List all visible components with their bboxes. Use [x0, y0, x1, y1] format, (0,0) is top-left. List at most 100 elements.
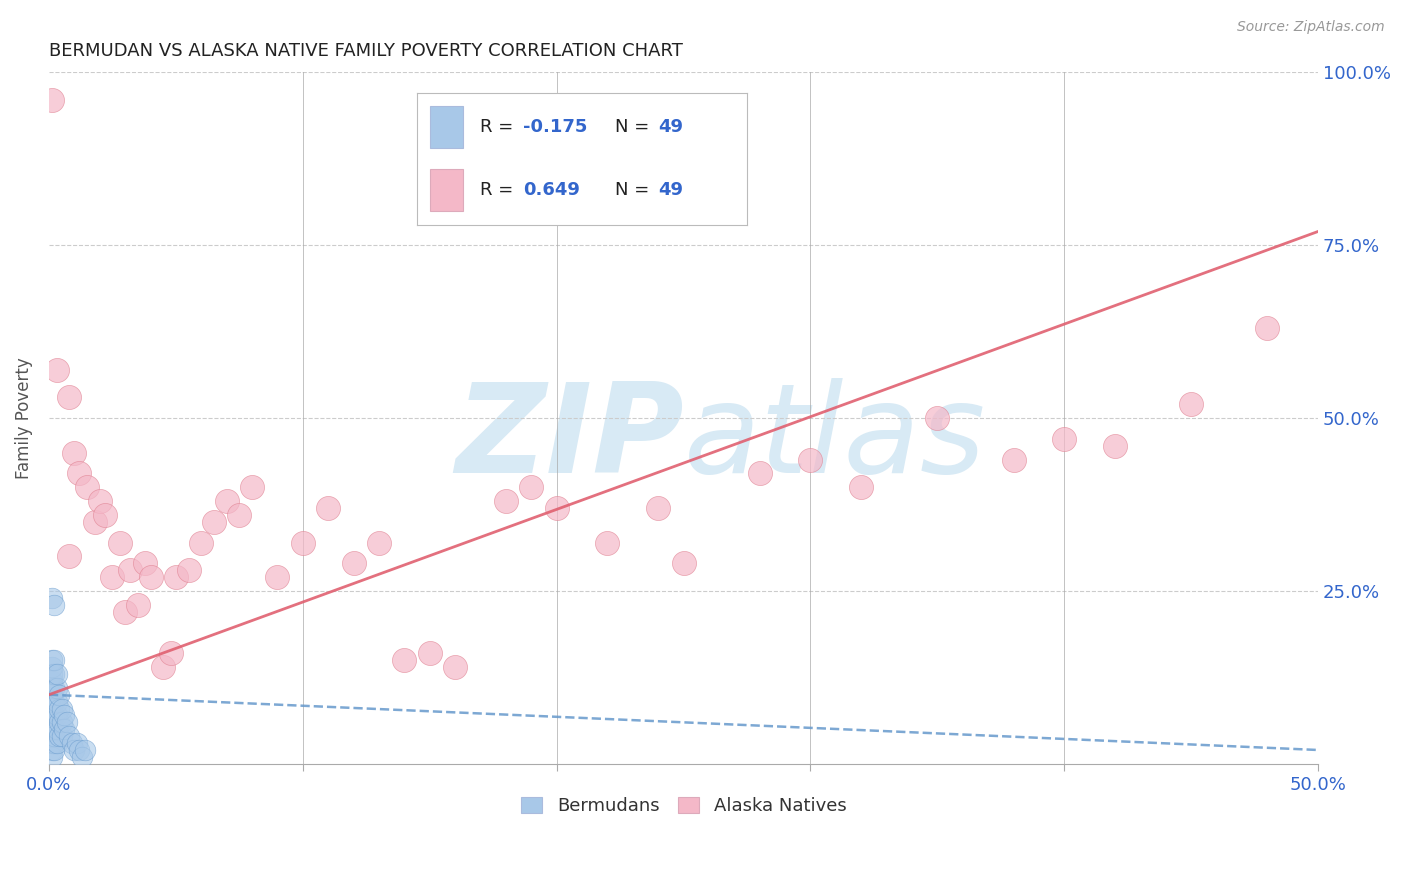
- Point: [1180, 397, 1202, 411]
- Point: [45, 708, 67, 723]
- Point: [41, 591, 63, 605]
- Point: [546, 501, 568, 516]
- Point: [41, 701, 63, 715]
- Point: [1002, 452, 1025, 467]
- Y-axis label: Family Poverty: Family Poverty: [15, 358, 32, 479]
- Point: [53, 723, 76, 737]
- Point: [139, 570, 162, 584]
- Point: [41, 695, 63, 709]
- Point: [42, 723, 65, 737]
- Point: [368, 535, 391, 549]
- Text: atlas: atlas: [683, 378, 986, 500]
- Text: BERMUDAN VS ALASKA NATIVE FAMILY POVERTY CORRELATION CHART: BERMUDAN VS ALASKA NATIVE FAMILY POVERTY…: [49, 42, 683, 60]
- Point: [48, 688, 70, 702]
- Point: [215, 494, 238, 508]
- Point: [394, 653, 416, 667]
- Point: [58, 390, 80, 404]
- Point: [41, 653, 63, 667]
- Point: [42, 695, 65, 709]
- Point: [240, 480, 263, 494]
- Point: [51, 701, 73, 715]
- Point: [159, 646, 181, 660]
- Text: Source: ZipAtlas.com: Source: ZipAtlas.com: [1237, 20, 1385, 34]
- Point: [1053, 432, 1076, 446]
- Point: [41, 93, 63, 107]
- Point: [83, 515, 105, 529]
- Point: [316, 501, 339, 516]
- Point: [45, 681, 67, 695]
- Point: [41, 681, 63, 695]
- Point: [165, 570, 187, 584]
- Point: [266, 570, 288, 584]
- Point: [42, 708, 65, 723]
- Point: [444, 660, 467, 674]
- Point: [851, 480, 873, 494]
- Point: [41, 715, 63, 730]
- Point: [41, 723, 63, 737]
- Point: [596, 535, 619, 549]
- Point: [51, 715, 73, 730]
- Point: [41, 688, 63, 702]
- Point: [291, 535, 314, 549]
- Point: [73, 743, 96, 757]
- Point: [672, 557, 695, 571]
- Point: [42, 667, 65, 681]
- Point: [58, 729, 80, 743]
- Point: [42, 598, 65, 612]
- Point: [101, 570, 124, 584]
- Point: [48, 715, 70, 730]
- Point: [190, 535, 212, 549]
- Point: [41, 729, 63, 743]
- Point: [1104, 439, 1126, 453]
- Point: [42, 653, 65, 667]
- Point: [228, 508, 250, 522]
- Point: [42, 729, 65, 743]
- Point: [1256, 321, 1278, 335]
- Point: [60, 736, 83, 750]
- Point: [45, 723, 67, 737]
- Point: [177, 563, 200, 577]
- Point: [66, 736, 89, 750]
- Point: [55, 715, 77, 730]
- Point: [45, 362, 67, 376]
- Point: [41, 708, 63, 723]
- Point: [67, 467, 90, 481]
- Point: [41, 660, 63, 674]
- Point: [45, 736, 67, 750]
- Point: [495, 494, 517, 508]
- Point: [51, 729, 73, 743]
- Text: ZIP: ZIP: [454, 378, 683, 500]
- Point: [41, 667, 63, 681]
- Point: [45, 667, 67, 681]
- Point: [127, 598, 149, 612]
- Point: [48, 701, 70, 715]
- Point: [76, 480, 98, 494]
- Point: [94, 508, 117, 522]
- Point: [89, 494, 111, 508]
- Point: [152, 660, 174, 674]
- Point: [134, 557, 156, 571]
- Point: [108, 535, 131, 549]
- Point: [202, 515, 225, 529]
- Point: [927, 411, 949, 425]
- Point: [41, 743, 63, 757]
- Point: [799, 452, 821, 467]
- Point: [419, 646, 441, 660]
- Point: [41, 736, 63, 750]
- Point: [114, 605, 136, 619]
- Legend: Bermudans, Alaska Natives: Bermudans, Alaska Natives: [512, 788, 855, 824]
- Point: [520, 480, 543, 494]
- Point: [45, 695, 67, 709]
- Point: [48, 729, 70, 743]
- Point: [342, 557, 364, 571]
- Point: [41, 673, 63, 688]
- Point: [63, 743, 86, 757]
- Point: [53, 708, 76, 723]
- Point: [58, 549, 80, 564]
- Point: [42, 681, 65, 695]
- Point: [120, 563, 142, 577]
- Point: [647, 501, 669, 516]
- Point: [42, 743, 65, 757]
- Point: [67, 743, 90, 757]
- Point: [41, 750, 63, 764]
